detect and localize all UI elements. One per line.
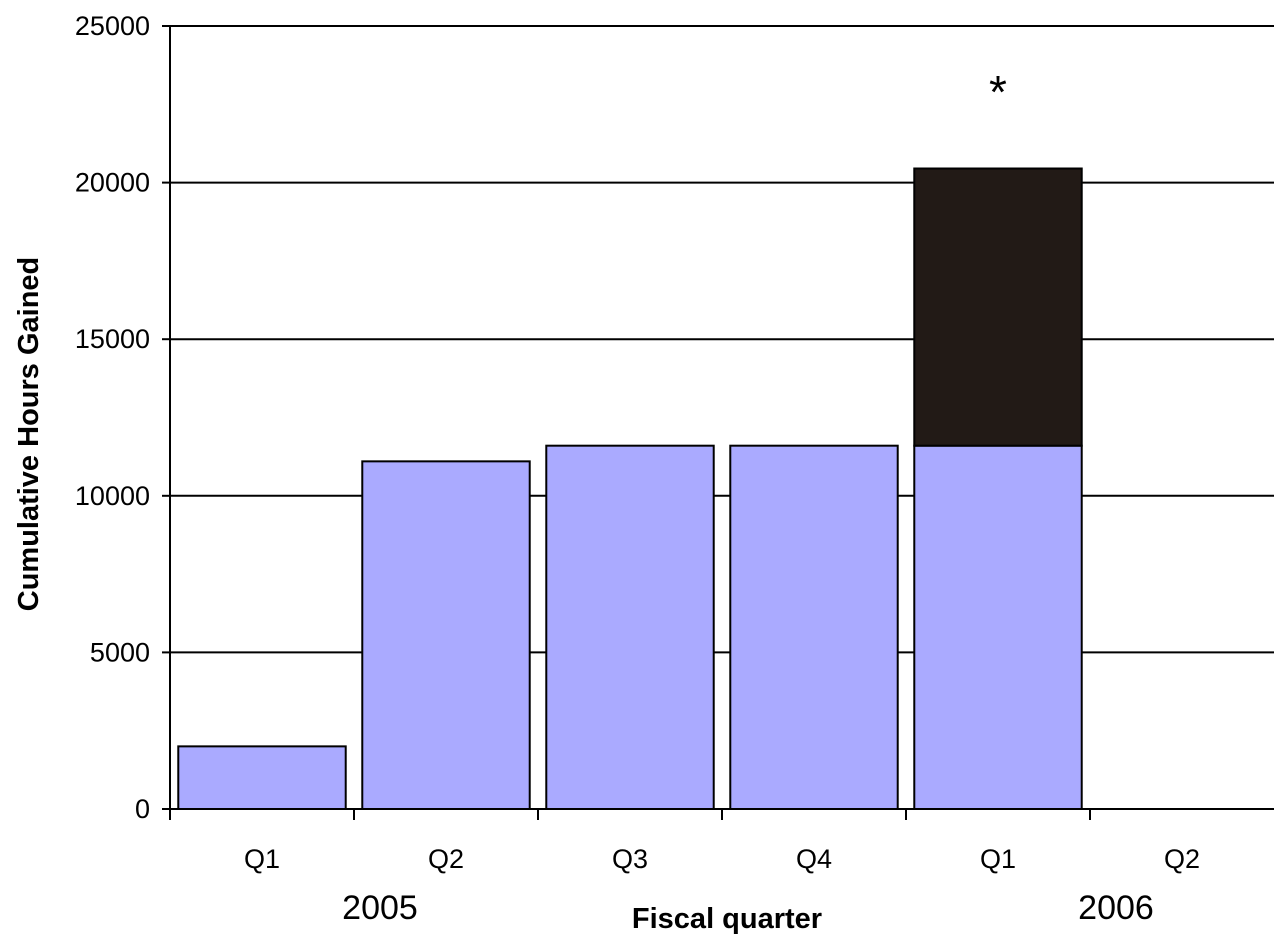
- x-category-label: Q3: [612, 844, 648, 874]
- x-category-label: Q1: [244, 844, 280, 874]
- gridlines: [170, 25, 1274, 654]
- y-tick-label: 10000: [75, 481, 150, 511]
- bar-series1-0: [177, 745, 347, 810]
- y-tick-label: 25000: [75, 11, 150, 41]
- axes: [162, 25, 1274, 820]
- x-category-label: Q2: [1164, 844, 1200, 874]
- year-label: 2005: [342, 889, 418, 927]
- bar-series1-1: [361, 460, 531, 810]
- bar-series1-3: [729, 444, 899, 810]
- y-tick-label: 15000: [75, 324, 150, 354]
- y-tick-label: 0: [135, 794, 150, 824]
- y-axis-title: Cumulative Hours Gained: [13, 257, 45, 612]
- bars: [177, 167, 1083, 810]
- bar-series1-4: [913, 444, 1083, 810]
- y-tick-label: 5000: [90, 637, 150, 667]
- x-axis-title: Fiscal quarter: [632, 903, 822, 935]
- y-tick-label: 20000: [75, 168, 150, 198]
- bar-series1-2: [545, 444, 715, 810]
- asterisk-annotation: *: [989, 66, 1007, 118]
- labels: 0 5000 10000 15000 20000 25000 Q1 Q2 Q3 Q4 Q1 Q2 200…: [75, 11, 1200, 927]
- x-category-label: Q2: [428, 844, 464, 874]
- year-label: 2006: [1078, 889, 1154, 927]
- x-category-label: Q4: [796, 844, 832, 874]
- bar-series2-4: [913, 167, 1083, 447]
- x-category-label: Q1: [980, 844, 1016, 874]
